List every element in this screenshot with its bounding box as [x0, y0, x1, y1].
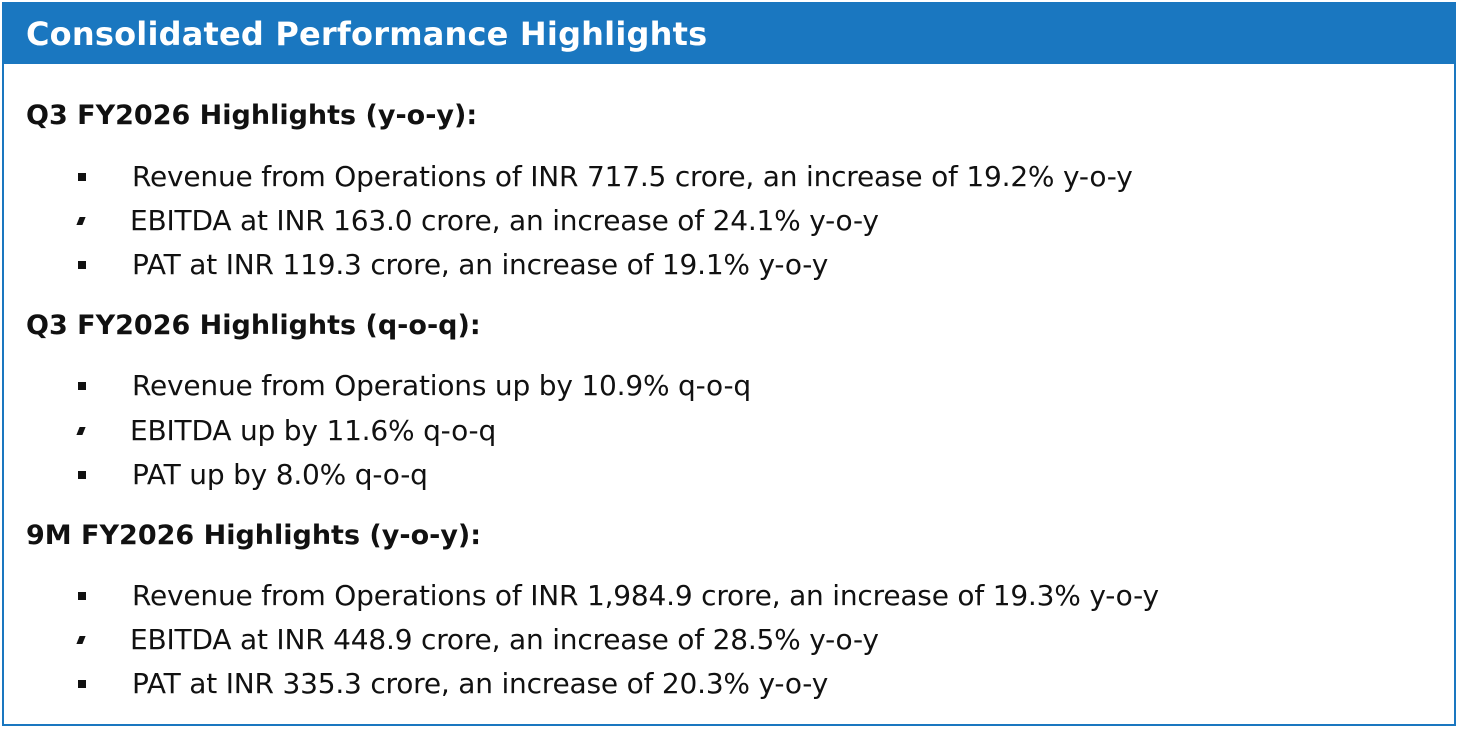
section-heading-9m-yoy: 9M FY2026 Highlights (y-o-y):	[26, 520, 482, 551]
square-bullet-icon	[78, 591, 86, 600]
square-bullet-icon	[76, 426, 86, 435]
list-item: PAT up by 8.0% q-o-q	[78, 458, 428, 491]
list-item-text: PAT at INR 335.3 crore, an increase of 2…	[132, 667, 829, 700]
list-item: EBITDA up by 11.6% q-o-q	[76, 414, 497, 447]
list-item: EBITDA at INR 163.0 crore, an increase o…	[76, 204, 879, 237]
square-bullet-icon	[78, 381, 86, 390]
square-bullet-icon	[76, 635, 86, 644]
square-bullet-icon	[78, 172, 86, 181]
square-bullet-icon	[78, 470, 86, 479]
list-item-text: EBITDA up by 11.6% q-o-q	[130, 414, 497, 447]
list-item: Revenue from Operations of INR 717.5 cro…	[78, 160, 1133, 193]
list-item: EBITDA at INR 448.9 crore, an increase o…	[76, 623, 879, 656]
list-item-text: PAT at INR 119.3 crore, an increase of 1…	[132, 248, 829, 281]
panel-title: Consolidated Performance Highlights	[26, 15, 708, 53]
list-item: Revenue from Operations of INR 1,984.9 c…	[78, 579, 1159, 612]
section-heading-q3-qoq: Q3 FY2026 Highlights (q-o-q):	[26, 310, 481, 341]
list-item: Revenue from Operations up by 10.9% q-o-…	[78, 369, 751, 402]
section-heading-q3-yoy: Q3 FY2026 Highlights (y-o-y):	[26, 100, 478, 131]
square-bullet-icon	[78, 260, 86, 269]
square-bullet-icon	[76, 216, 86, 225]
list-item: PAT at INR 119.3 crore, an increase of 1…	[78, 248, 828, 281]
list-item-text: PAT up by 8.0% q-o-q	[132, 458, 428, 491]
list-item-text: Revenue from Operations up by 10.9% q-o-…	[132, 369, 751, 402]
list-item: PAT at INR 335.3 crore, an increase of 2…	[78, 667, 828, 700]
list-item-text: EBITDA at INR 163.0 crore, an increase o…	[130, 204, 879, 237]
square-bullet-icon	[78, 679, 86, 688]
panel-header: Consolidated Performance Highlights	[4, 4, 1454, 64]
list-item-text: EBITDA at INR 448.9 crore, an increase o…	[130, 623, 879, 656]
list-item-text: Revenue from Operations of INR 717.5 cro…	[132, 160, 1133, 193]
list-item-text: Revenue from Operations of INR 1,984.9 c…	[132, 579, 1159, 612]
